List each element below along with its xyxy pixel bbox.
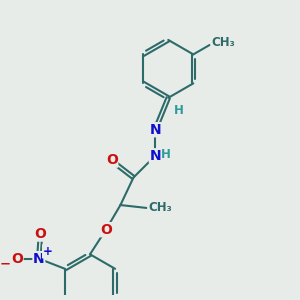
Text: N: N [149,149,161,163]
Text: N: N [149,123,161,137]
Text: H: H [161,148,171,161]
Text: CH₃: CH₃ [148,201,172,214]
Text: O: O [100,223,112,237]
Text: H: H [173,104,183,117]
Text: N: N [33,252,45,266]
Text: O: O [11,252,23,266]
Text: +: + [43,245,52,258]
Text: O: O [106,153,118,167]
Text: O: O [34,227,46,241]
Text: CH₃: CH₃ [211,36,235,49]
Text: −: − [0,258,11,271]
